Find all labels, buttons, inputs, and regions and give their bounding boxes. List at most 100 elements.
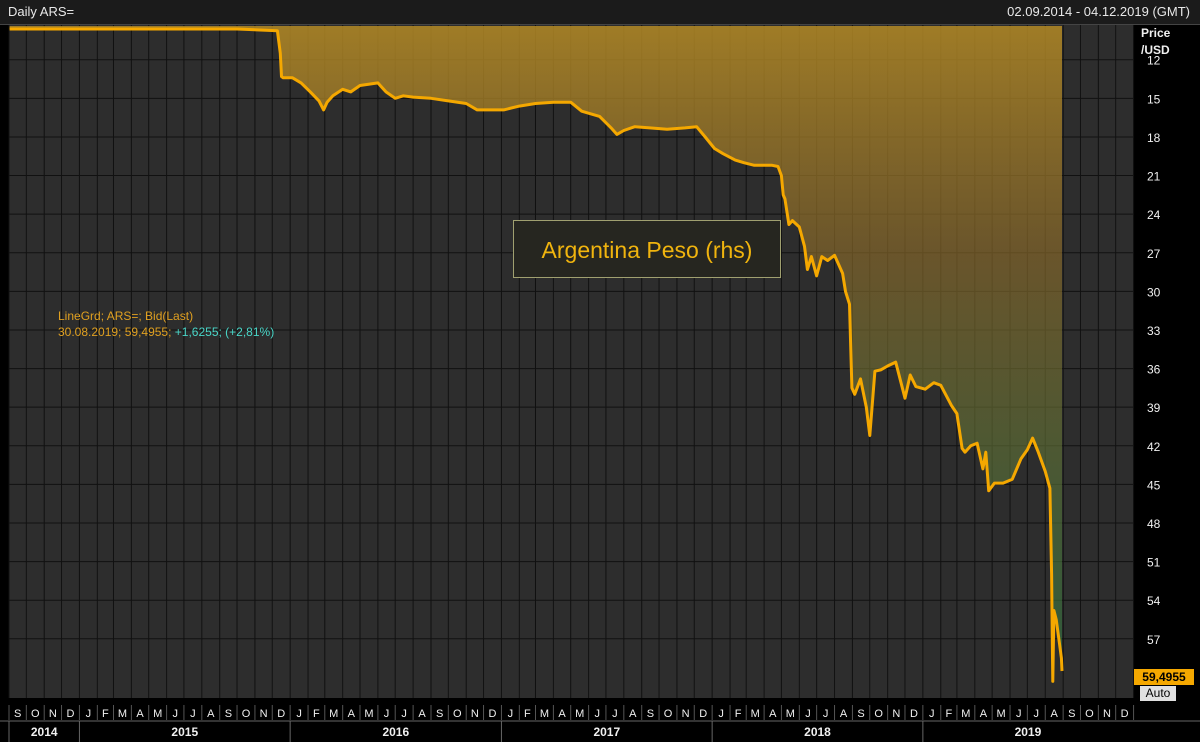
x-tick-label-month: M bbox=[329, 708, 338, 720]
y-axis-label-unit: /USD bbox=[1141, 43, 1170, 57]
x-tick-label-month: J bbox=[929, 708, 935, 720]
y-tick-label: 24 bbox=[1147, 208, 1161, 222]
legend-change: +1,6255; (+2,81%) bbox=[174, 325, 275, 339]
y-axis-label-price: Price bbox=[1141, 26, 1171, 40]
x-tick-label-month: A bbox=[980, 708, 988, 720]
x-tick-label-month: M bbox=[540, 708, 549, 720]
x-tick-label-month: A bbox=[1051, 708, 1059, 720]
x-tick-label-month: J bbox=[173, 708, 179, 720]
y-tick-label: 21 bbox=[1147, 170, 1161, 184]
x-tick-label-month: D bbox=[67, 708, 75, 720]
x-tick-label-month: M bbox=[153, 708, 162, 720]
x-tick-label-month: M bbox=[961, 708, 970, 720]
x-tick-label-month: D bbox=[489, 708, 497, 720]
x-tick-label-month: A bbox=[629, 708, 637, 720]
series-annotation: Argentina Peso (rhs) bbox=[513, 220, 781, 278]
x-tick-label-month: A bbox=[840, 708, 848, 720]
x-tick-label-year: 2017 bbox=[593, 725, 620, 739]
x-tick-label-year: 2014 bbox=[31, 725, 58, 739]
y-tick-label: 27 bbox=[1147, 247, 1161, 261]
x-tick-label-month: A bbox=[136, 708, 144, 720]
x-tick-label-month: M bbox=[751, 708, 760, 720]
y-tick-label: 45 bbox=[1147, 478, 1161, 492]
x-tick-label-month: F bbox=[524, 708, 531, 720]
legend-last-value: 30.08.2019; 59,4955; +1,6255; (+2,81%) bbox=[58, 325, 274, 339]
y-tick-label: 54 bbox=[1147, 594, 1161, 608]
x-tick-label-month: J bbox=[190, 708, 196, 720]
x-tick-label-month: N bbox=[1103, 708, 1111, 720]
x-tick-label-month: O bbox=[1085, 708, 1094, 720]
x-tick-label-month: A bbox=[348, 708, 356, 720]
x-tick-label-month: S bbox=[857, 708, 864, 720]
y-tick-label: 36 bbox=[1147, 363, 1161, 377]
x-tick-label-month: A bbox=[418, 708, 426, 720]
x-tick-label-month: S bbox=[225, 708, 232, 720]
x-tick-label-month: N bbox=[260, 708, 268, 720]
x-tick-label-month: N bbox=[682, 708, 690, 720]
x-tick-label-month: F bbox=[313, 708, 320, 720]
x-tick-label-month: J bbox=[595, 708, 601, 720]
x-tick-label-month: F bbox=[945, 708, 952, 720]
x-tick-label-month: O bbox=[664, 708, 673, 720]
x-tick-label-month: J bbox=[718, 708, 724, 720]
x-tick-label-month: J bbox=[1016, 708, 1022, 720]
y-tick-label: 12 bbox=[1147, 54, 1161, 68]
x-tick-label-month: M bbox=[118, 708, 127, 720]
x-tick-label-month: S bbox=[14, 708, 21, 720]
y-tick-label: 15 bbox=[1147, 92, 1161, 106]
x-tick-label-month: O bbox=[874, 708, 883, 720]
x-tick-label-month: J bbox=[612, 708, 618, 720]
x-tick-label-month: N bbox=[471, 708, 479, 720]
x-tick-label-month: J bbox=[401, 708, 407, 720]
y-tick-label: 18 bbox=[1147, 131, 1161, 145]
x-tick-label-year: 2018 bbox=[804, 725, 831, 739]
x-tick-label-month: D bbox=[1121, 708, 1129, 720]
x-tick-label-month: O bbox=[31, 708, 40, 720]
y-tick-label: 39 bbox=[1147, 401, 1161, 415]
chart-title: Daily ARS= bbox=[8, 4, 75, 19]
x-tick-label-month: F bbox=[735, 708, 742, 720]
x-tick-label-month: N bbox=[49, 708, 57, 720]
x-tick-label-month: J bbox=[823, 708, 829, 720]
date-range: 02.09.2014 - 04.12.2019 (GMT) bbox=[1007, 4, 1190, 19]
x-tick-label-month: D bbox=[910, 708, 918, 720]
x-tick-label-month: S bbox=[647, 708, 654, 720]
legend-date-value: 30.08.2019; 59,4955; bbox=[58, 325, 172, 339]
y-tick-label: 42 bbox=[1147, 440, 1161, 454]
x-axis-band bbox=[0, 704, 1200, 742]
x-tick-label-month: D bbox=[699, 708, 707, 720]
x-tick-label-month: M bbox=[364, 708, 373, 720]
x-tick-label-month: M bbox=[575, 708, 584, 720]
x-tick-label-month: A bbox=[558, 708, 566, 720]
x-tick-label-month: N bbox=[892, 708, 900, 720]
x-tick-label-month: S bbox=[436, 708, 443, 720]
y-tick-label: 30 bbox=[1147, 285, 1161, 299]
price-line bbox=[9, 27, 1064, 683]
y-tick-label: 51 bbox=[1147, 556, 1161, 570]
last-value-label: 59,4955 bbox=[1134, 669, 1194, 685]
x-tick-label-month: J bbox=[384, 708, 390, 720]
x-tick-label-month: J bbox=[86, 708, 92, 720]
legend-series-info: LineGrd; ARS=; Bid(Last) bbox=[58, 309, 194, 323]
x-tick-label-month: J bbox=[508, 708, 514, 720]
x-tick-label-year: 2016 bbox=[382, 725, 409, 739]
x-tick-label-month: M bbox=[997, 708, 1006, 720]
y-tick-label: 33 bbox=[1147, 324, 1161, 338]
x-tick-label-month: J bbox=[296, 708, 302, 720]
x-tick-label-month: A bbox=[769, 708, 777, 720]
x-tick-label-month: M bbox=[786, 708, 795, 720]
auto-scale-button[interactable]: Auto bbox=[1140, 686, 1176, 701]
x-tick-label-month: F bbox=[102, 708, 109, 720]
x-tick-label-month: O bbox=[453, 708, 462, 720]
x-tick-label-year: 2015 bbox=[171, 725, 198, 739]
x-tick-label-month: J bbox=[1034, 708, 1040, 720]
x-tick-label-month: S bbox=[1068, 708, 1075, 720]
x-tick-label-month: D bbox=[277, 708, 285, 720]
y-tick-label: 57 bbox=[1147, 633, 1161, 647]
y-tick-label: 48 bbox=[1147, 517, 1161, 531]
x-tick-label-month: A bbox=[207, 708, 215, 720]
x-tick-label-year: 2019 bbox=[1015, 725, 1042, 739]
x-tick-label-month: O bbox=[242, 708, 251, 720]
area-fill bbox=[9, 26, 1063, 682]
